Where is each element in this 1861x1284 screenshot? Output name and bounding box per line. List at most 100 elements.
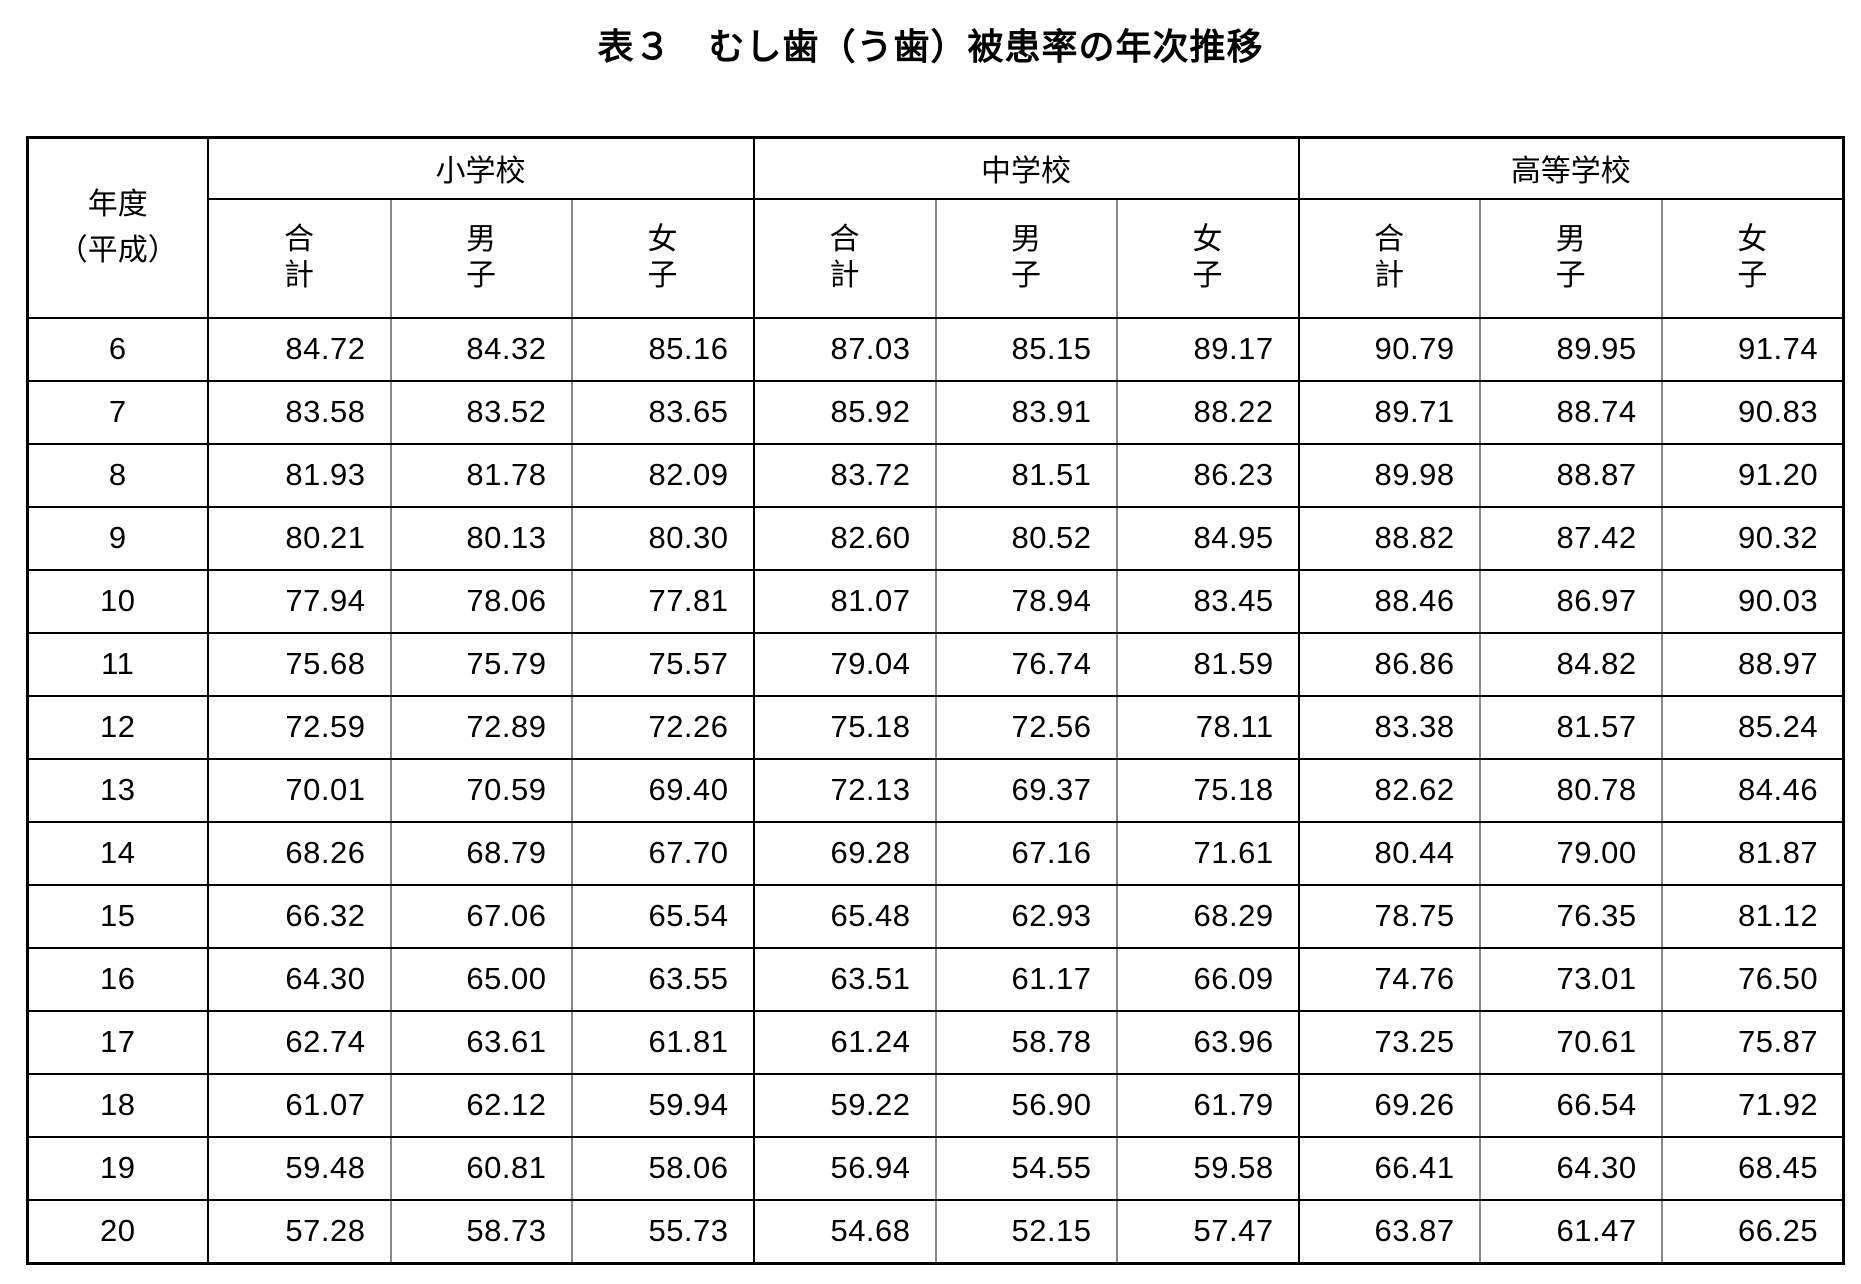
- value-cell-high-school-total: 86.86: [1297, 631, 1480, 697]
- value-cell-elementary-male: 68.79: [389, 820, 572, 886]
- value-cell-high-school-male: 89.95: [1478, 316, 1662, 382]
- value-cell-elementary-female: 75.57: [570, 631, 754, 697]
- value-cell-elementary-male: 65.00: [389, 946, 572, 1012]
- value-cell-elementary-female: 59.94: [570, 1072, 754, 1138]
- value-cell-elementary-male: 83.52: [389, 379, 572, 445]
- caries-rate-table: 年度 （平成） 小学校 中学校 高等学校 合計男子女子合計男子女子合計男子女子 …: [26, 136, 1846, 1265]
- year-cell: 11: [26, 631, 209, 697]
- value-cell-elementary-female: 69.40: [570, 757, 754, 823]
- value-cell-high-school-male: 88.74: [1478, 379, 1662, 445]
- subheader-char: 子: [1011, 258, 1042, 293]
- subheader-char: 女: [1192, 222, 1223, 257]
- value-cell-elementary-total: 77.94: [206, 568, 391, 634]
- value-cell-junior-high-total: 65.48: [752, 883, 936, 949]
- year-cell: 14: [26, 820, 209, 886]
- value-cell-junior-high-male: 85.15: [934, 316, 1117, 382]
- value-cell-elementary-female: 83.65: [570, 379, 754, 445]
- year-cell: 20: [26, 1198, 209, 1264]
- value-cell-elementary-female: 67.70: [570, 820, 754, 886]
- value-cell-elementary-male: 63.61: [389, 1009, 572, 1075]
- value-cell-high-school-male: 70.61: [1478, 1009, 1662, 1075]
- subheader-char: 計: [284, 258, 314, 293]
- subheader-elementary-male: 男子: [389, 197, 573, 319]
- value-cell-junior-high-male: 61.17: [934, 946, 1117, 1012]
- value-cell-elementary-male: 67.06: [389, 883, 572, 949]
- subheader-char: 男: [466, 222, 496, 257]
- value-cell-high-school-female: 88.97: [1660, 631, 1846, 697]
- subheader-char: 男: [1555, 222, 1586, 257]
- value-cell-high-school-total: 80.44: [1297, 820, 1480, 886]
- value-cell-junior-high-total: 56.94: [752, 1135, 936, 1201]
- value-cell-junior-high-total: 83.72: [752, 442, 936, 508]
- value-cell-high-school-total: 89.71: [1297, 379, 1480, 445]
- year-cell: 17: [26, 1009, 209, 1075]
- value-cell-elementary-female: 61.81: [570, 1009, 754, 1075]
- value-cell-elementary-male: 58.73: [389, 1198, 572, 1264]
- table-row: 16 64.30 65.00 63.55 63.51 61.17 66.09 74.76 73.…: [26, 946, 1846, 1012]
- value-cell-junior-high-male: 56.90: [934, 1072, 1117, 1138]
- year-cell: 16: [26, 946, 209, 1012]
- table-row: 7 83.58 83.52 83.65 85.92 83.91 88.22 89.71 88.7…: [26, 379, 1846, 445]
- subheader-char: 計: [1374, 258, 1405, 293]
- value-cell-junior-high-male: 72.56: [934, 694, 1117, 760]
- value-cell-junior-high-total: 82.60: [752, 505, 936, 571]
- year-label: 年度: [87, 186, 148, 222]
- value-cell-junior-high-total: 63.51: [752, 946, 936, 1012]
- value-cell-elementary-male: 62.12: [389, 1072, 572, 1138]
- value-cell-elementary-total: 81.93: [206, 442, 391, 508]
- value-cell-high-school-total: 66.41: [1297, 1135, 1480, 1201]
- value-cell-elementary-total: 64.30: [206, 946, 391, 1012]
- value-cell-high-school-female: 66.25: [1660, 1198, 1846, 1264]
- value-cell-junior-high-female: 88.22: [1115, 379, 1299, 445]
- table-row: 13 70.01 70.59 69.40 72.13 69.37 75.18 82.62 80.…: [26, 757, 1846, 823]
- value-cell-elementary-total: 72.59: [206, 694, 391, 760]
- value-cell-junior-high-female: 86.23: [1115, 442, 1299, 508]
- value-cell-junior-high-total: 87.03: [752, 316, 936, 382]
- value-cell-high-school-male: 66.54: [1478, 1072, 1662, 1138]
- value-cell-junior-high-total: 72.13: [752, 757, 936, 823]
- year-cell: 6: [26, 316, 209, 382]
- value-cell-elementary-female: 85.16: [570, 316, 754, 382]
- value-cell-high-school-male: 88.87: [1478, 442, 1662, 508]
- value-cell-elementary-female: 72.26: [570, 694, 754, 760]
- value-cell-high-school-total: 73.25: [1297, 1009, 1480, 1075]
- value-cell-junior-high-female: 66.09: [1115, 946, 1299, 1012]
- value-cell-high-school-total: 63.87: [1297, 1198, 1480, 1264]
- year-cell: 18: [26, 1072, 209, 1138]
- value-cell-high-school-total: 69.26: [1297, 1072, 1480, 1138]
- value-cell-elementary-female: 82.09: [570, 442, 754, 508]
- subheader-junior-high-total: 合計: [752, 197, 937, 319]
- table-row: 12 72.59 72.89 72.26 75.18 72.56 78.11 83.38 81.…: [26, 694, 1846, 760]
- value-cell-elementary-total: 83.58: [206, 379, 391, 445]
- value-cell-elementary-total: 59.48: [206, 1135, 391, 1201]
- group-header-high-school: 高等学校: [1297, 136, 1845, 200]
- table-row: 15 66.32 67.06 65.54 65.48 62.93 68.29 78.75 76.…: [26, 883, 1846, 949]
- value-cell-high-school-male: 76.35: [1478, 883, 1662, 949]
- year-cell: 12: [26, 694, 209, 760]
- table-row: 18 61.07 62.12 59.94 59.22 56.90 61.79 69.26 66.…: [26, 1072, 1846, 1138]
- value-cell-junior-high-total: 81.07: [752, 568, 936, 634]
- year-cell: 19: [26, 1135, 209, 1201]
- value-cell-elementary-female: 55.73: [570, 1198, 754, 1264]
- value-cell-elementary-total: 62.74: [206, 1009, 391, 1075]
- table-row: 10 77.94 78.06 77.81 81.07 78.94 83.45 88.46 86.…: [26, 568, 1846, 634]
- value-cell-junior-high-male: 76.74: [934, 631, 1117, 697]
- year-cell: 7: [26, 379, 209, 445]
- value-cell-elementary-male: 60.81: [389, 1135, 572, 1201]
- value-cell-elementary-male: 81.78: [389, 442, 572, 508]
- value-cell-elementary-female: 77.81: [570, 568, 754, 634]
- value-cell-junior-high-female: 59.58: [1115, 1135, 1299, 1201]
- value-cell-junior-high-male: 54.55: [934, 1135, 1117, 1201]
- value-cell-junior-high-total: 54.68: [752, 1198, 936, 1264]
- table-row: 20 57.28 58.73 55.73 54.68 52.15 57.47 63.87 61.…: [26, 1198, 1846, 1264]
- value-cell-high-school-total: 74.76: [1297, 946, 1480, 1012]
- subheader-char: 女: [1737, 222, 1768, 257]
- value-cell-high-school-female: 85.24: [1660, 694, 1846, 760]
- value-cell-elementary-total: 57.28: [206, 1198, 391, 1264]
- value-cell-junior-high-male: 78.94: [934, 568, 1117, 634]
- value-cell-junior-high-female: 61.79: [1115, 1072, 1299, 1138]
- value-cell-high-school-male: 79.00: [1478, 820, 1662, 886]
- value-cell-junior-high-male: 67.16: [934, 820, 1117, 886]
- group-header-elementary: 小学校: [206, 136, 755, 200]
- value-cell-high-school-male: 80.78: [1478, 757, 1662, 823]
